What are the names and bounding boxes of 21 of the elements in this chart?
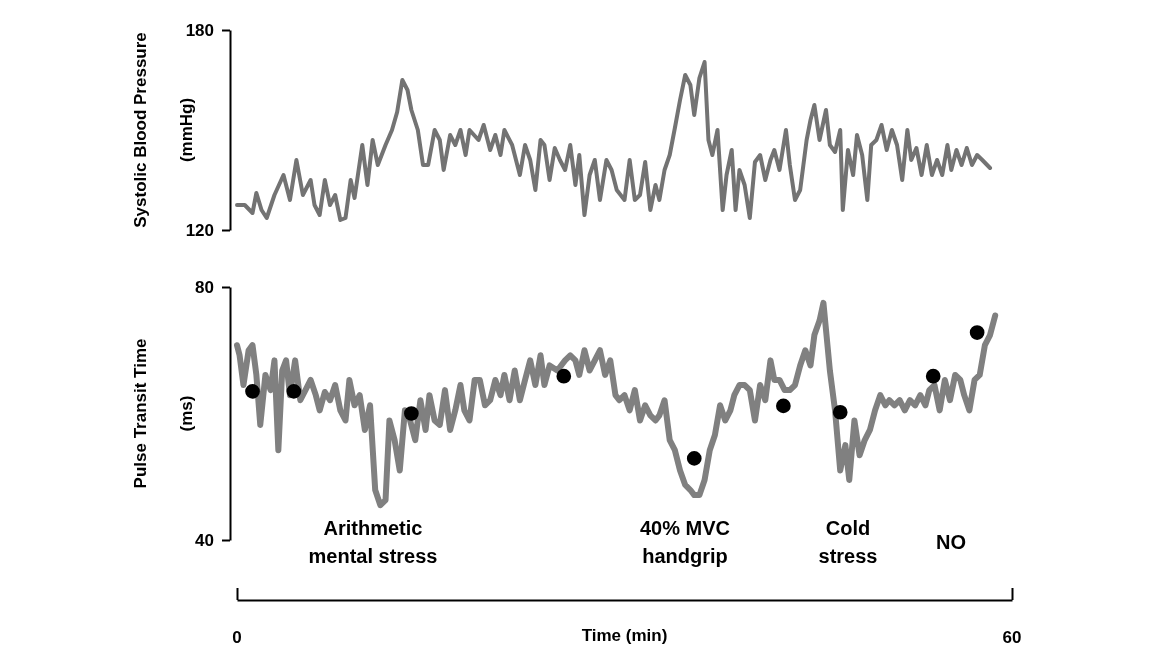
point: [404, 406, 419, 421]
line-series: [235, 60, 993, 222]
point: [686, 451, 702, 466]
point: [925, 368, 941, 384]
y-tick-label: 180: [185, 20, 214, 40]
annotation: NO: [936, 531, 966, 553]
point: [286, 384, 302, 399]
annotation: 40% MVC handgrip: [639, 517, 731, 567]
point: [832, 404, 848, 420]
x-axis-title: Time (min): [581, 626, 668, 645]
annotation: Cold stress: [818, 517, 878, 567]
point: [556, 368, 572, 384]
y-tick-label: 40: [195, 530, 214, 550]
x-tick-label: 60: [1002, 628, 1022, 647]
annotation: Arithmetic mental stress: [308, 517, 438, 567]
point: [245, 384, 260, 399]
y-tick-label: 80: [195, 277, 214, 297]
text: Pulse Transit Time (ms): [131, 338, 196, 489]
x-tick-label: 0: [232, 628, 242, 647]
point: [776, 398, 791, 414]
point: [969, 325, 985, 340]
